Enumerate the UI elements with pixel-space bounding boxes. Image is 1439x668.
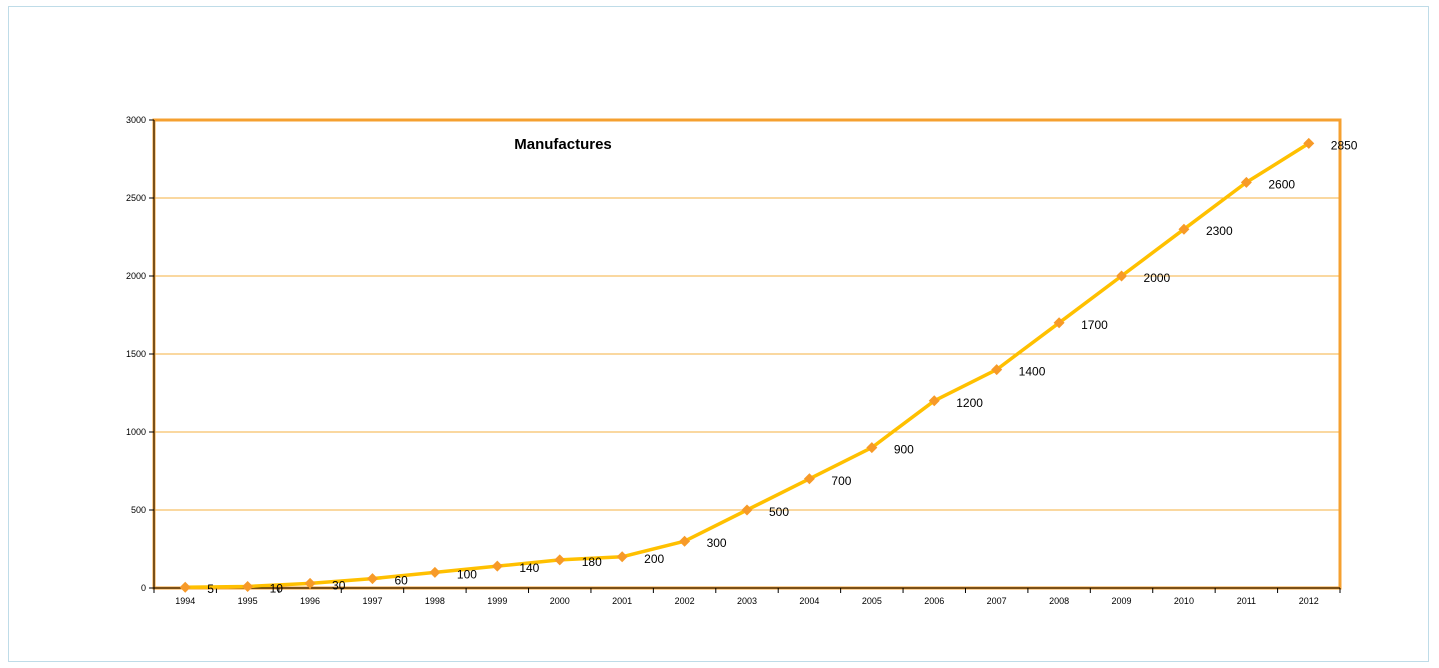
x-tick-label: 1999: [487, 596, 507, 606]
x-tick-label: 2006: [924, 596, 944, 606]
data-label: 2000: [1144, 271, 1171, 285]
data-label: 700: [831, 474, 851, 488]
data-points: [179, 137, 1315, 593]
x-tick-label: 2004: [799, 596, 819, 606]
data-point-marker: [616, 551, 628, 563]
data-label: 300: [707, 536, 727, 550]
data-label: 10: [270, 581, 284, 595]
x-tick-label: 2003: [737, 596, 757, 606]
data-point-marker: [928, 395, 940, 407]
data-point-marker: [179, 581, 191, 593]
y-tick-label: 2500: [126, 193, 146, 203]
data-labels: 5 10 30 60 100 140 180 200 300 500 700 900 1200 1400 1…: [207, 138, 1358, 596]
chart-title: Manufactures: [514, 136, 612, 153]
x-tick-label: 2012: [1299, 596, 1319, 606]
x-axis: 1994 1995 1996 1997 1998 1999 2000 2001 2002 2003…: [153, 587, 1341, 606]
x-tick-label: 2008: [1049, 596, 1069, 606]
data-label: 1400: [1019, 365, 1046, 379]
data-label: 30: [332, 578, 346, 592]
data-label: 100: [457, 567, 477, 581]
data-label: 900: [894, 443, 914, 457]
data-label: 2600: [1268, 177, 1295, 191]
y-tick-label: 1000: [126, 427, 146, 437]
x-tick-label: 1996: [300, 596, 320, 606]
data-point-marker: [304, 577, 316, 589]
y-tick-label: 0: [141, 583, 146, 593]
data-point-marker: [491, 560, 503, 572]
x-tick-label: 2002: [675, 596, 695, 606]
data-label: 180: [582, 555, 602, 569]
x-tick-label: 1994: [175, 596, 195, 606]
data-label: 60: [394, 574, 408, 588]
data-label: 140: [519, 561, 539, 575]
y-tick-label: 500: [131, 505, 146, 515]
data-point-marker: [991, 364, 1003, 376]
x-tick-label: 2010: [1174, 596, 1194, 606]
data-point-marker: [866, 442, 878, 454]
data-point-marker: [741, 504, 753, 516]
data-label: 5: [207, 582, 214, 596]
x-tick-label: 2009: [1112, 596, 1132, 606]
data-label: 500: [769, 505, 789, 519]
data-point-marker: [1240, 176, 1252, 188]
x-tick-label: 2001: [612, 596, 632, 606]
data-label: 1200: [956, 396, 983, 410]
x-tick-label: 2005: [862, 596, 882, 606]
data-point-marker: [1178, 223, 1190, 235]
x-tick-label: 2007: [987, 596, 1007, 606]
x-tick-label: 2000: [550, 596, 570, 606]
data-point-marker: [366, 573, 378, 585]
y-tick-label: 3000: [126, 115, 146, 125]
x-tick-label: 1995: [238, 596, 258, 606]
data-point-marker: [1116, 270, 1128, 282]
y-tick-label: 2000: [126, 271, 146, 281]
x-tick-label: 1998: [425, 596, 445, 606]
data-point-marker: [679, 535, 691, 547]
data-point-marker: [1053, 317, 1065, 329]
data-label: 2300: [1206, 224, 1233, 238]
data-label: 200: [644, 552, 664, 566]
x-tick-label: 1997: [362, 596, 382, 606]
series-line: [185, 141, 1310, 589]
data-point-marker: [554, 554, 566, 566]
data-point-marker: [429, 566, 441, 578]
data-point-marker: [1303, 137, 1315, 149]
data-label: 1700: [1081, 318, 1108, 332]
data-label: 2850: [1331, 138, 1358, 152]
y-tick-label: 1500: [126, 349, 146, 359]
data-point-marker: [803, 473, 815, 485]
data-point-marker: [242, 580, 254, 592]
x-tick-label: 2011: [1237, 596, 1256, 606]
chart-frame: [8, 6, 1429, 662]
y-axis: 0 500 1000 1500 2000 2500 3000: [126, 115, 155, 593]
gridlines: [154, 197, 1340, 511]
